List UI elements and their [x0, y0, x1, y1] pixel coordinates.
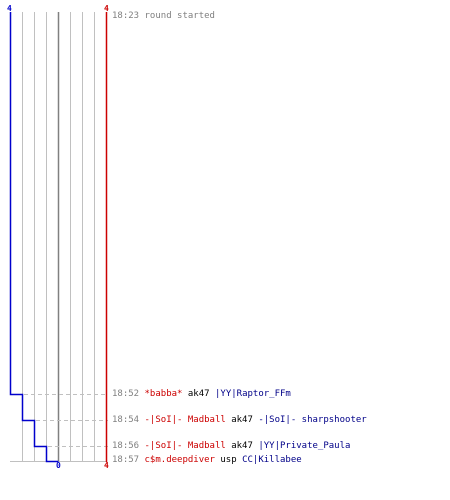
kill-event-row: 18:52 *babba* ak47 |YY|Raptor_FFm — [112, 389, 291, 400]
team2-bottom-score: 0 — [56, 461, 61, 470]
victim-name: |YY|Private_Paula — [258, 441, 351, 451]
event-time: 18:54 — [112, 415, 140, 425]
event-time: 18:23 — [112, 11, 140, 21]
victim-name: |YY|Raptor_FFm — [214, 389, 291, 399]
kill-event-row: 18:54 -|SoI|- Madball ak47 -|SoI|- sharp… — [112, 415, 367, 426]
event-time: 18:57 — [112, 455, 140, 465]
event-time: 18:56 — [112, 441, 140, 451]
team1-top-score: 4 — [104, 4, 109, 13]
event-dash-lines — [10, 394, 108, 447]
event-time: 18:52 — [112, 389, 140, 399]
killer-name: -|SoI|- Madball — [144, 415, 226, 425]
victim-name: -|SoI|- sharpshooter — [258, 415, 367, 425]
round-start-line: 18:23 round started — [112, 11, 215, 22]
killer-name: *babba* — [144, 389, 183, 399]
grid-lines — [22, 12, 95, 462]
weapon-name: usp — [220, 455, 237, 465]
team2-top-score: 4 — [7, 4, 12, 13]
round-start-text: round started — [144, 11, 215, 21]
victim-name: CC|Killabee — [242, 455, 302, 465]
team1-bottom-score: 4 — [104, 461, 109, 470]
weapon-name: ak47 — [231, 441, 253, 451]
kill-event-row: 18:57 c$m.deepdiver usp CC|Killabee — [112, 455, 302, 466]
killer-name: -|SoI|- Madball — [144, 441, 226, 451]
kill-event-row: 18:56 -|SoI|- Madball ak47 |YY|Private_P… — [112, 441, 350, 452]
weapon-name: ak47 — [231, 415, 253, 425]
weapon-name: ak47 — [187, 389, 210, 399]
team2-score-line — [9, 12, 59, 463]
killer-name: c$m.deepdiver — [144, 455, 215, 465]
